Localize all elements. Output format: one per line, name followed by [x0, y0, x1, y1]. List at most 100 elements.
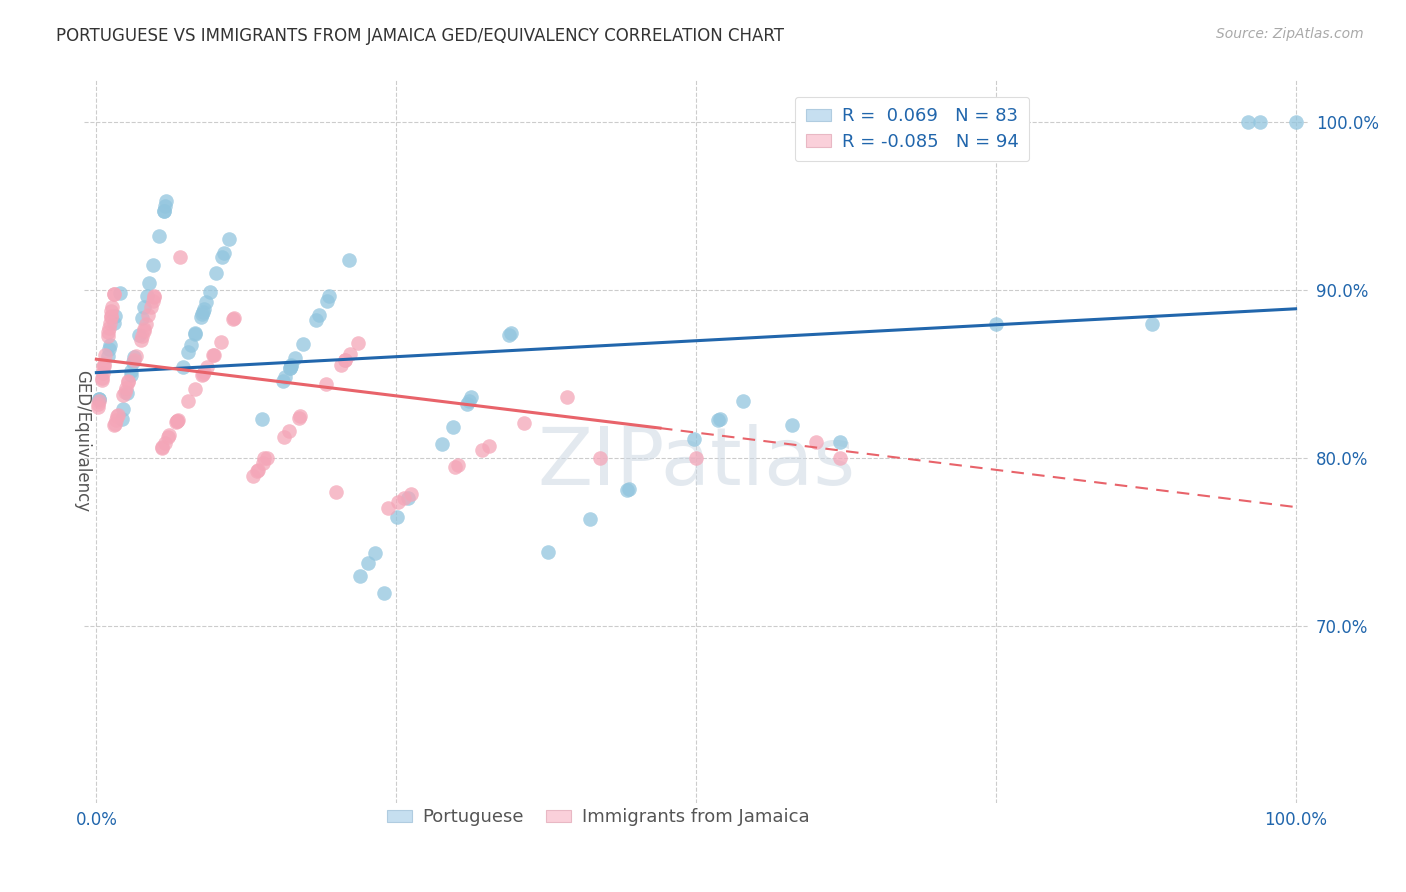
Point — [107, 408, 129, 422]
Point — [153, 203, 176, 218]
Point — [93, 359, 115, 373]
Point — [347, 336, 370, 351]
Point — [104, 417, 127, 431]
Point — [280, 358, 302, 372]
Point — [148, 228, 170, 243]
Point — [100, 310, 122, 324]
Point — [98, 342, 121, 356]
Point — [804, 434, 827, 449]
Point — [256, 450, 278, 465]
Point — [780, 417, 803, 432]
Point — [222, 311, 245, 326]
Point — [120, 363, 142, 377]
Point — [191, 304, 214, 318]
Point — [87, 394, 110, 409]
Point — [387, 495, 409, 509]
Point — [478, 438, 501, 452]
Point — [153, 199, 176, 213]
Point — [271, 374, 294, 388]
Point — [318, 289, 340, 303]
Point — [101, 300, 124, 314]
Point — [212, 246, 235, 260]
Point — [273, 430, 295, 444]
Point — [93, 357, 115, 371]
Point — [498, 328, 520, 343]
Point — [135, 318, 157, 332]
Point — [104, 413, 127, 427]
Point — [169, 250, 191, 264]
Point — [90, 373, 112, 387]
Point — [250, 412, 273, 426]
Point — [177, 394, 200, 409]
Point — [184, 326, 207, 340]
Point — [619, 482, 641, 496]
Point — [1140, 317, 1163, 331]
Point — [97, 326, 120, 340]
Point — [616, 483, 638, 498]
Point — [120, 368, 142, 382]
Point — [1236, 115, 1258, 129]
Point — [330, 358, 353, 372]
Point — [252, 456, 274, 470]
Point — [337, 253, 360, 268]
Point — [308, 308, 330, 322]
Point — [134, 322, 156, 336]
Point — [191, 307, 214, 321]
Point — [211, 250, 233, 264]
Point — [193, 301, 215, 316]
Point — [177, 345, 200, 359]
Point — [430, 437, 453, 451]
Point — [165, 416, 187, 430]
Point — [339, 347, 361, 361]
Point — [377, 501, 399, 516]
Point — [385, 509, 408, 524]
Point — [315, 377, 337, 392]
Point — [117, 375, 139, 389]
Point — [153, 203, 176, 218]
Point — [191, 368, 214, 383]
Point — [218, 232, 240, 246]
Point — [184, 382, 207, 396]
Point — [98, 316, 121, 330]
Point — [117, 374, 139, 388]
Point — [273, 370, 295, 384]
Point — [253, 451, 276, 466]
Point — [142, 258, 165, 272]
Point — [315, 294, 337, 309]
Point — [288, 409, 311, 424]
Point — [183, 327, 205, 342]
Point — [222, 312, 245, 326]
Point — [457, 393, 479, 408]
Point — [131, 329, 153, 343]
Point — [828, 451, 851, 466]
Point — [139, 300, 162, 314]
Point — [157, 428, 180, 442]
Text: ZIPatlas: ZIPatlas — [537, 425, 855, 502]
Point — [166, 413, 188, 427]
Point — [499, 326, 522, 340]
Point — [683, 432, 706, 446]
Point — [89, 392, 111, 406]
Point — [460, 390, 482, 404]
Point — [112, 388, 135, 402]
Point — [447, 458, 470, 472]
Point — [731, 394, 754, 409]
Point — [349, 568, 371, 582]
Point — [443, 459, 465, 474]
Point — [579, 512, 602, 526]
Point — [707, 413, 730, 427]
Point — [97, 329, 120, 343]
Text: PORTUGUESE VS IMMIGRANTS FROM JAMAICA GED/EQUIVALENCY CORRELATION CHART: PORTUGUESE VS IMMIGRANTS FROM JAMAICA GE… — [56, 27, 785, 45]
Point — [709, 412, 731, 426]
Point — [124, 353, 146, 368]
Legend: Portuguese, Immigrants from Jamaica: Portuguese, Immigrants from Jamaica — [380, 801, 817, 833]
Point — [291, 337, 314, 351]
Point — [205, 266, 228, 280]
Point — [103, 417, 125, 432]
Point — [166, 414, 188, 428]
Point — [555, 390, 578, 404]
Y-axis label: GED/Equivalency: GED/Equivalency — [73, 370, 91, 513]
Point — [89, 392, 111, 407]
Point — [152, 441, 174, 455]
Point — [135, 289, 157, 303]
